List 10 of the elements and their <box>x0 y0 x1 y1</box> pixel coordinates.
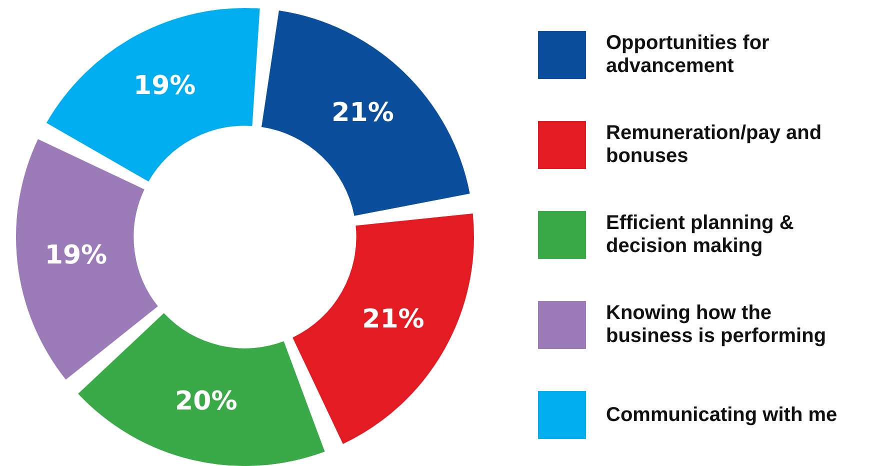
legend-label: Efficient planning & decision making <box>606 212 795 258</box>
data-label: 21% <box>332 98 394 128</box>
legend-label: Knowing how the business is performing <box>606 302 828 348</box>
legend-label: Remuneration/pay and bonuses <box>606 122 823 168</box>
data-label: 20% <box>175 386 238 416</box>
data-label: 21% <box>362 304 424 334</box>
legend-label: Opportunities for advancement <box>606 32 770 78</box>
data-label: 19% <box>133 70 196 101</box>
data-label: 19% <box>44 240 108 270</box>
legend-label: Communicating with me <box>606 404 838 426</box>
